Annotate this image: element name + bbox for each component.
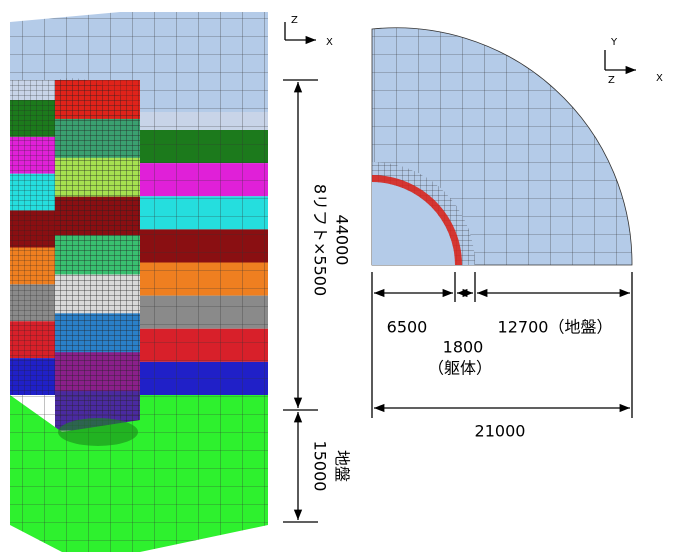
axis-label: X [656, 73, 663, 84]
total-radius: 21000 [475, 422, 526, 441]
dim-ticks [372, 272, 632, 418]
inner-radius: 6500 [387, 318, 428, 337]
cylinder-bottom [58, 418, 138, 446]
lift-count: 8リフト×5500 [311, 184, 330, 296]
left-axes: Z X [285, 15, 333, 48]
left-dimensions: 44000 8リフト×5500 15000 地盤 [283, 80, 352, 522]
axis-arrow [285, 22, 316, 40]
axis-label: X [326, 37, 333, 48]
axis-arrow [605, 50, 636, 70]
left-3d-model [10, 12, 268, 552]
axis-label: Z [608, 75, 615, 86]
axis-label: Z [291, 15, 298, 26]
figure: Z X 44000 8リフト×5500 15000 地盤 Y Z X 6500 … [0, 0, 674, 555]
ground-width: 12700（地盤） [498, 318, 613, 337]
right-plan [372, 28, 632, 265]
cylinder-mesh [55, 78, 140, 430]
right-axes: Y Z X [605, 37, 663, 86]
ground-height: 15000 [311, 441, 330, 492]
right-dimensions: 6500 12700（地盤） 1800 （躯体） 21000 [372, 272, 632, 441]
ground-label: 地盤 [333, 450, 352, 482]
axis-label: Y [610, 37, 618, 48]
height-total: 44000 [333, 215, 352, 266]
wall-thickness: 1800 [443, 338, 484, 357]
front-mesh [140, 112, 268, 395]
wall-label: （躯体） [428, 359, 492, 378]
side-mesh [10, 80, 55, 395]
ground-mesh [10, 395, 268, 552]
